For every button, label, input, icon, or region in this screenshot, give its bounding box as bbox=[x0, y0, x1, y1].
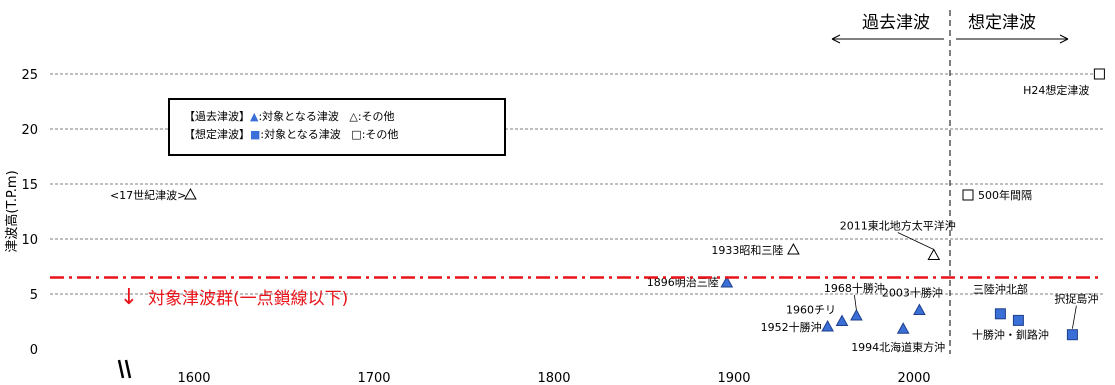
x-tick-label-1900: 1900 bbox=[717, 371, 750, 385]
period-label-past: 過去津波 bbox=[862, 13, 930, 33]
point-marker-1 bbox=[787, 242, 800, 255]
legend-assumed-open-text: :その他 bbox=[361, 128, 399, 141]
legend: 【過去津波】▲:対象となる津波 △:その他 【想定津波】■:対象となる津波 □:… bbox=[168, 98, 506, 156]
point-label-5: 1994北海道東方沖 bbox=[851, 340, 945, 354]
point-label-10: H24想定津波 bbox=[1023, 83, 1089, 97]
period-arrowhead-past bbox=[831, 34, 841, 44]
point-marker-5 bbox=[896, 322, 910, 334]
threshold-label: 対象津波群(一点鎖線以下) bbox=[148, 289, 348, 309]
point-marker-8 bbox=[184, 187, 197, 200]
legend-past-open-text: :その他 bbox=[357, 110, 395, 123]
axis-break-mark bbox=[117, 359, 125, 379]
x-tick-label-1800: 1800 bbox=[537, 371, 570, 385]
point-marker-12 bbox=[1012, 314, 1024, 326]
point-marker-4 bbox=[850, 308, 863, 321]
point-label-12: 十勝沖・釧路沖 bbox=[972, 327, 1049, 341]
point-label-4: 1968十勝沖 bbox=[824, 281, 885, 295]
x-tick-label-2000: 2000 bbox=[897, 371, 930, 385]
legend-assumed-filled-text: :対象となる津波 bbox=[260, 128, 341, 141]
point-marker-10 bbox=[1093, 68, 1105, 80]
open-square-icon: □ bbox=[351, 128, 362, 141]
legend-past-prefix: 【過去津波】 bbox=[184, 110, 250, 123]
point-marker-7 bbox=[927, 248, 941, 260]
y-tick-label-20: 20 bbox=[21, 123, 38, 138]
legend-assumed-prefix: 【想定津波】 bbox=[184, 128, 250, 141]
point-marker-6 bbox=[913, 303, 926, 315]
point-label-1: 1933昭和三陸 bbox=[711, 244, 783, 257]
x-tick-label-1700: 1700 bbox=[357, 371, 390, 385]
point-marker-0 bbox=[720, 275, 734, 288]
point-marker-2 bbox=[821, 319, 834, 332]
y-axis-label: 津波高(T.P.m) bbox=[4, 170, 20, 252]
open-triangle-icon: △ bbox=[349, 110, 358, 123]
filled-square-icon: ■ bbox=[250, 128, 261, 141]
legend-row-past: 【過去津波】▲:対象となる津波 △:その他 bbox=[184, 108, 504, 126]
point-label-6: 2003十勝沖 bbox=[882, 286, 943, 300]
y-tick-label-10: 10 bbox=[21, 233, 38, 248]
point-leader-7 bbox=[897, 232, 934, 250]
point-marker-11 bbox=[994, 308, 1006, 320]
point-leader-4 bbox=[854, 294, 857, 311]
point-marker-3 bbox=[835, 314, 849, 326]
point-label-8: <17世紀津波> bbox=[110, 189, 186, 202]
point-label-11: 三陸沖北部 bbox=[973, 282, 1028, 296]
y-tick-label-15: 15 bbox=[21, 178, 38, 193]
y-tick-label-25: 25 bbox=[21, 68, 38, 83]
axes: 0 5 10 15 20 25 津波高(T.P.m) 1600 1700 1800 1900 2000 bbox=[4, 68, 931, 385]
filled-triangle-icon: ▲ bbox=[250, 110, 259, 123]
legend-past-filled-text: :対象となる津波 bbox=[258, 110, 339, 123]
data-points: 1896明治三陸1933昭和三陸1952十勝沖1960チリ1968十勝沖1994… bbox=[110, 68, 1105, 354]
point-label-13: 択捉島沖 bbox=[1054, 292, 1098, 306]
y-tick-label-0: 0 bbox=[30, 343, 38, 358]
period-arrowhead-assumed bbox=[1059, 34, 1069, 44]
y-tick-label-5: 5 bbox=[30, 288, 38, 303]
legend-row-assumed: 【想定津波】■:対象となる津波 □:その他 bbox=[184, 126, 504, 144]
point-leader-13 bbox=[1072, 305, 1077, 329]
point-marker-9 bbox=[962, 189, 974, 201]
x-tick-label-1600: 1600 bbox=[177, 371, 210, 385]
threshold-arrow-icon: ↓ bbox=[120, 285, 138, 310]
point-label-2: 1952十勝沖 bbox=[761, 320, 822, 334]
point-marker-13 bbox=[1066, 329, 1078, 341]
point-label-7: 2011東北地方太平洋沖 bbox=[840, 219, 956, 233]
axis-break-mark bbox=[124, 359, 132, 379]
period-label-assumed: 想定津波 bbox=[968, 13, 1036, 33]
point-label-9: 500年間隔 bbox=[978, 188, 1032, 202]
annotations: 過去津波 想定津波 ↓ 対象津波群(一点鎖線以下) bbox=[50, 10, 1103, 354]
point-label-3: 1960チリ bbox=[786, 304, 836, 317]
